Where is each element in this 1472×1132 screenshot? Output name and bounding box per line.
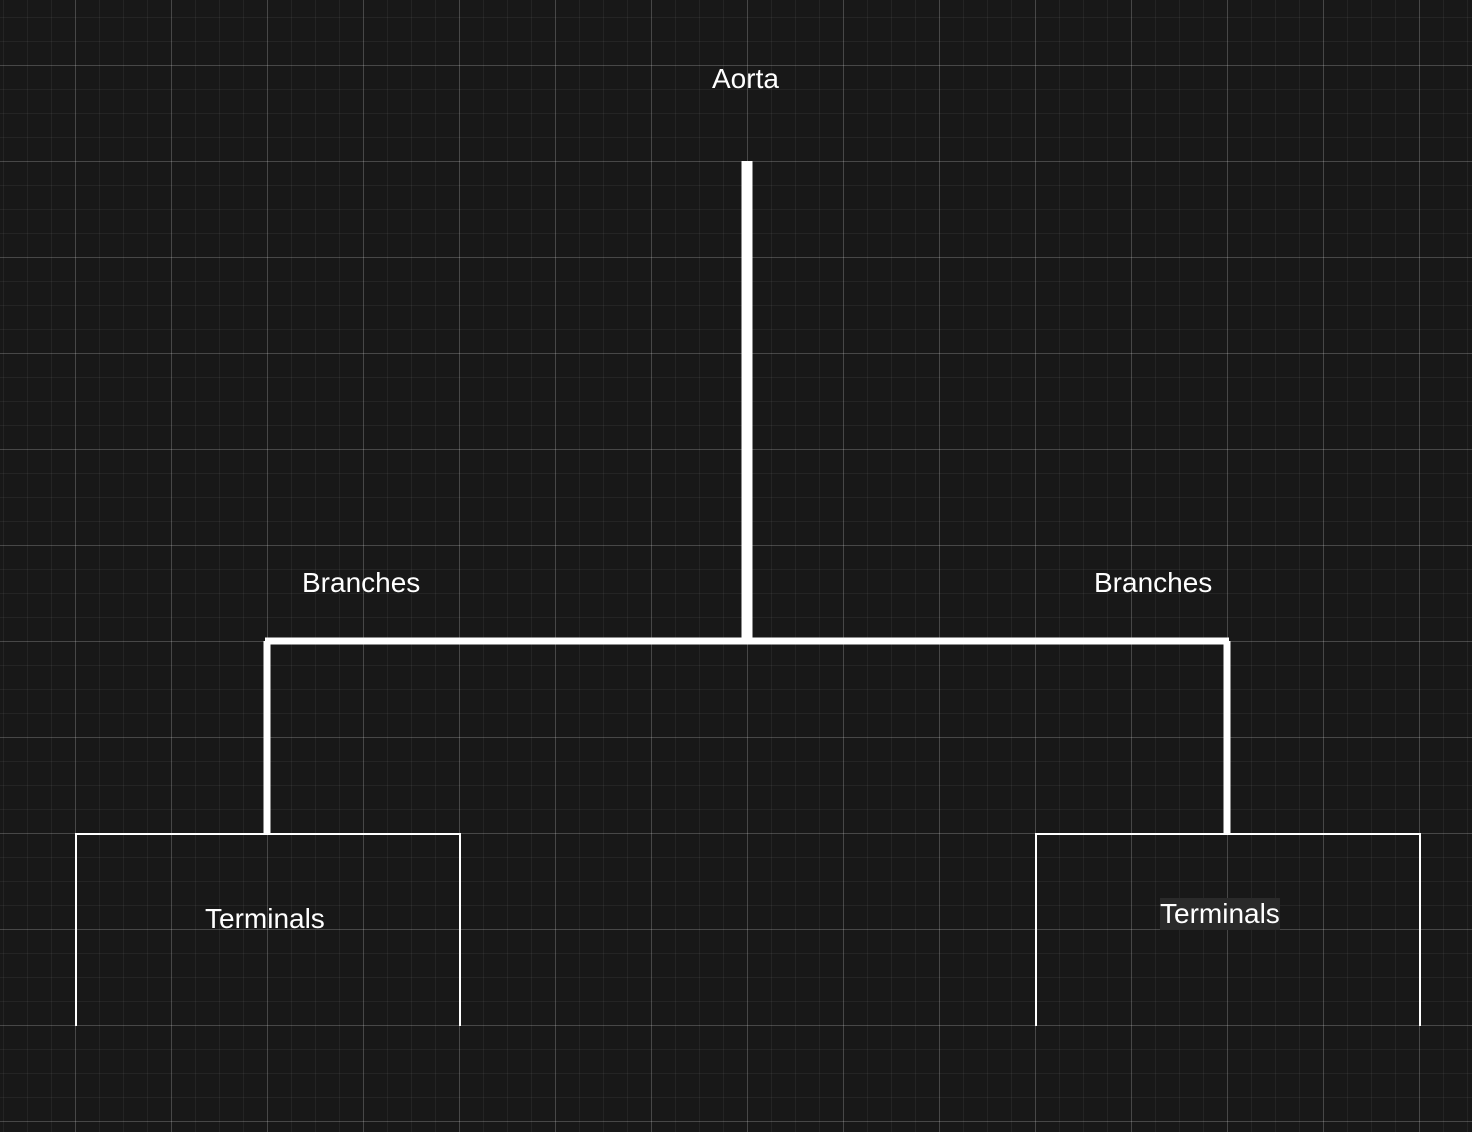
left-terminal-label: Terminals <box>205 903 325 934</box>
right-branch-label: Branches <box>1094 567 1213 598</box>
left-branch-label: Branches <box>302 567 421 598</box>
right-terminal-bracket <box>1035 833 1421 1026</box>
right-terminal-label: Terminals <box>1160 898 1280 930</box>
left-terminal-bracket <box>75 833 461 1026</box>
root-label: Aorta <box>712 63 779 94</box>
